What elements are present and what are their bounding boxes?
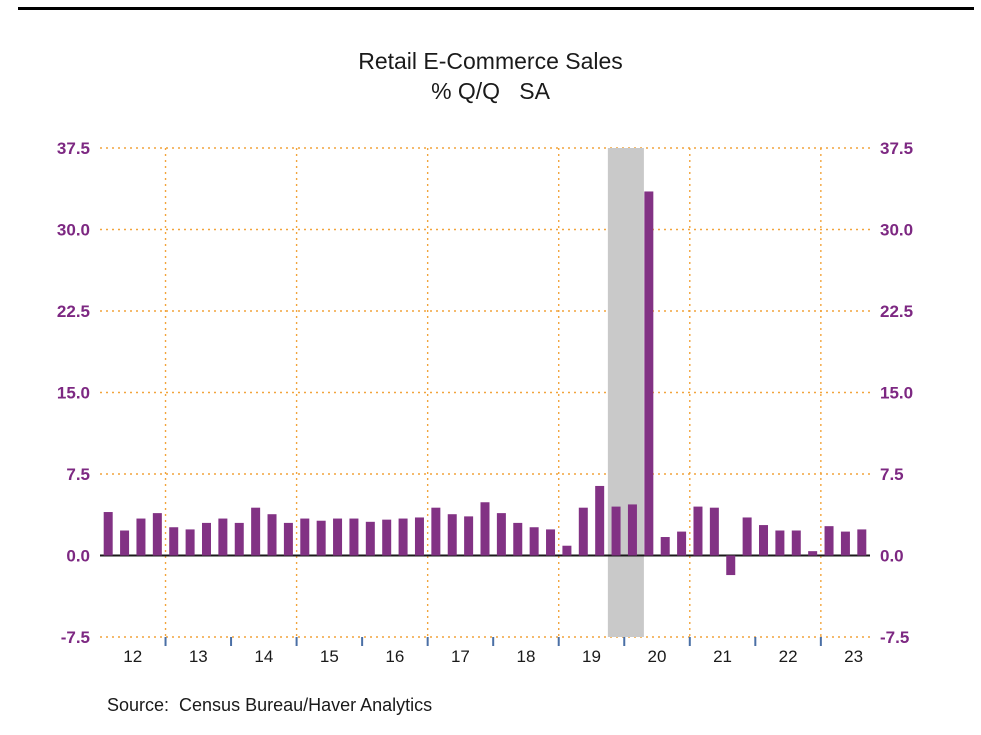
bar bbox=[333, 518, 343, 556]
chart-title: Retail E-Commerce Sales bbox=[358, 48, 623, 74]
bar bbox=[349, 518, 359, 556]
bar bbox=[300, 518, 310, 556]
x-axis-label: 14 bbox=[254, 647, 273, 666]
bar bbox=[251, 507, 261, 556]
bar bbox=[201, 522, 211, 556]
bar bbox=[185, 529, 195, 556]
bar bbox=[627, 504, 637, 556]
source-note: Source: Census Bureau/Haver Analytics bbox=[107, 695, 433, 715]
y-axis-label-right: 30.0 bbox=[880, 221, 913, 240]
y-axis-label-left: 7.5 bbox=[66, 465, 90, 484]
bar bbox=[546, 529, 556, 556]
top-rule bbox=[18, 7, 974, 10]
bar bbox=[103, 512, 113, 556]
bar bbox=[808, 551, 818, 556]
bar bbox=[693, 506, 703, 556]
chart-subtitle: % Q/Q SA bbox=[431, 78, 550, 104]
y-axis-label-right: 37.5 bbox=[880, 139, 913, 158]
y-axis-label-right: 22.5 bbox=[880, 302, 913, 321]
bar bbox=[152, 513, 162, 556]
y-axis-label-right: 0.0 bbox=[880, 547, 904, 566]
bar bbox=[742, 517, 752, 556]
x-axis-label: 15 bbox=[320, 647, 339, 666]
y-axis-label-right: 7.5 bbox=[880, 465, 904, 484]
y-axis-label-left: 22.5 bbox=[57, 302, 90, 321]
x-axis-label: 21 bbox=[713, 647, 732, 666]
bar bbox=[759, 525, 769, 556]
bar bbox=[169, 527, 179, 556]
bar bbox=[709, 507, 719, 556]
title-block: Retail E-Commerce Sales % Q/Q SA bbox=[0, 46, 981, 106]
bar bbox=[365, 521, 375, 556]
y-axis-label-left: 15.0 bbox=[57, 384, 90, 403]
bar bbox=[840, 531, 850, 556]
x-axis-label: 16 bbox=[385, 647, 404, 666]
bar bbox=[414, 517, 424, 556]
bar bbox=[431, 507, 441, 556]
bar bbox=[775, 530, 785, 556]
y-axis-label-left: -7.5 bbox=[61, 628, 90, 647]
x-axis-label: 20 bbox=[648, 647, 667, 666]
x-axis-label: 22 bbox=[779, 647, 798, 666]
bar bbox=[496, 513, 506, 556]
bar bbox=[382, 519, 392, 556]
x-axis-label: 19 bbox=[582, 647, 601, 666]
y-axis-label-left: 30.0 bbox=[57, 221, 90, 240]
bar bbox=[447, 514, 457, 556]
bar bbox=[660, 537, 670, 556]
recession-band bbox=[607, 148, 644, 637]
y-axis-label-right: -7.5 bbox=[880, 628, 909, 647]
bar bbox=[824, 526, 834, 556]
y-axis-label-left: 37.5 bbox=[57, 139, 90, 158]
bar bbox=[513, 522, 523, 556]
x-axis-label: 13 bbox=[189, 647, 208, 666]
bar bbox=[267, 514, 277, 556]
bar bbox=[136, 518, 146, 556]
bar bbox=[480, 502, 490, 556]
x-axis-label: 23 bbox=[844, 647, 863, 666]
bar bbox=[529, 527, 539, 556]
x-axis-label: 12 bbox=[123, 647, 142, 666]
x-axis-label: 17 bbox=[451, 647, 470, 666]
bar bbox=[464, 516, 474, 556]
bar bbox=[578, 507, 588, 556]
bar bbox=[791, 530, 801, 556]
bar bbox=[234, 522, 244, 556]
bar bbox=[857, 529, 867, 556]
x-axis-label: 18 bbox=[516, 647, 535, 666]
y-axis-label-left: 0.0 bbox=[66, 547, 90, 566]
bar bbox=[562, 545, 572, 556]
bar bbox=[120, 530, 130, 556]
y-axis-label-right: 15.0 bbox=[880, 384, 913, 403]
bar bbox=[398, 518, 408, 556]
bar bbox=[644, 191, 654, 556]
bar bbox=[611, 506, 621, 556]
bar bbox=[316, 520, 326, 556]
bar bbox=[677, 531, 687, 556]
bar bbox=[218, 518, 228, 556]
bar bbox=[595, 485, 605, 556]
bar bbox=[283, 522, 293, 556]
bar bbox=[726, 555, 736, 576]
